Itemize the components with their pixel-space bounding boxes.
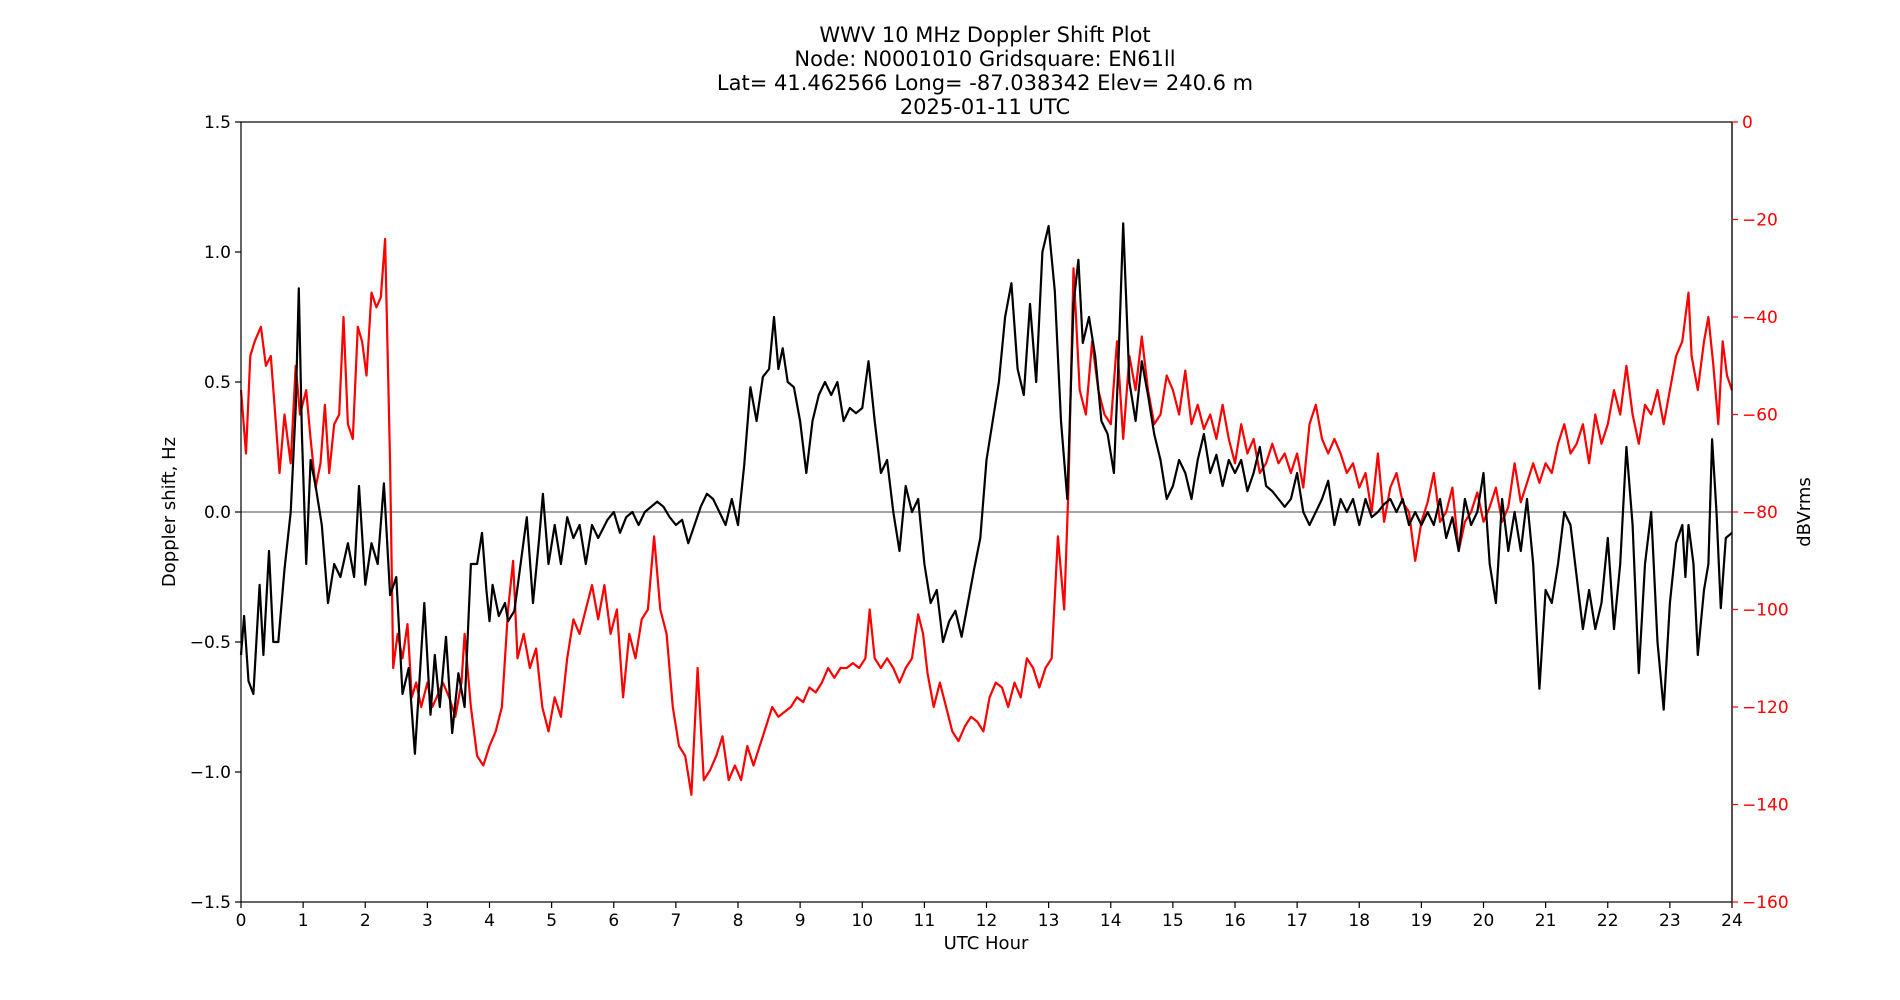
signal-power-series-line [239, 237, 1734, 796]
y-left-tick-label: −0.5 [190, 633, 231, 653]
series-group [239, 222, 1734, 796]
y-axis-left: 1.5 1.0 0.5 0.0 −0.5 −1.0 −1.5 [190, 113, 241, 913]
x-tick-label: 17 [1286, 911, 1308, 931]
title-line-4: 2025-01-11 UTC [900, 95, 1070, 119]
x-tick-label: 18 [1348, 911, 1370, 931]
y-left-tick-label: 1.0 [204, 243, 231, 263]
x-tick-label: 0 [236, 911, 247, 931]
x-tick-label: 16 [1224, 911, 1246, 931]
y-right-tick-label: −20 [1742, 211, 1778, 231]
title-line-2: Node: N0001010 Gridsquare: EN61ll [794, 47, 1175, 71]
y-left-tick-label: −1.0 [190, 763, 231, 783]
x-tick-label: 4 [484, 911, 495, 931]
y-axis-right: 0 −20 −40 −60 −80 −100 −120 −140 −160 [1732, 113, 1789, 913]
x-tick-label: 12 [976, 911, 998, 931]
y-left-tick-label: 0.5 [204, 373, 231, 393]
x-tick-label: 15 [1162, 911, 1184, 931]
x-tick-label: 14 [1100, 911, 1122, 931]
y-right-tick-label: −80 [1742, 503, 1778, 523]
x-tick-label: 22 [1597, 911, 1619, 931]
y-right-tick-label: −160 [1742, 893, 1789, 913]
y-right-tick-label: −60 [1742, 406, 1778, 426]
y-left-tick-label: 1.5 [204, 113, 231, 133]
y-axis-right-label: dBVrms [1794, 477, 1815, 547]
x-axis: 0 1 2 3 4 5 6 7 8 9 10 11 12 13 14 15 16 17 18 19 20 21 22 23 24 [236, 902, 1743, 931]
x-tick-label: 1 [298, 911, 309, 931]
x-tick-label: 8 [733, 911, 744, 931]
x-tick-label: 10 [851, 911, 873, 931]
y-right-tick-label: −120 [1742, 698, 1789, 718]
title-line-3: Lat= 41.462566 Long= -87.038342 Elev= 24… [717, 71, 1253, 95]
x-tick-label: 2 [360, 911, 371, 931]
x-tick-label: 19 [1411, 911, 1433, 931]
x-tick-label: 6 [608, 911, 619, 931]
x-tick-label: 3 [422, 911, 433, 931]
x-tick-label: 21 [1535, 911, 1557, 931]
y-left-tick-label: 0.0 [204, 503, 231, 523]
x-tick-label: 24 [1721, 911, 1743, 931]
doppler-shift-series-line [239, 222, 1733, 755]
x-tick-label: 23 [1659, 911, 1681, 931]
chart-title: WWV 10 MHz Doppler Shift Plot Node: N000… [717, 23, 1253, 119]
x-axis-label: UTC Hour [944, 933, 1029, 954]
x-tick-label: 13 [1038, 911, 1060, 931]
y-right-tick-label: −100 [1742, 601, 1789, 621]
x-tick-label: 20 [1473, 911, 1495, 931]
y-axis-left-label: Doppler shift, Hz [159, 437, 180, 587]
x-tick-label: 7 [670, 911, 681, 931]
title-line-1: WWV 10 MHz Doppler Shift Plot [819, 23, 1150, 47]
y-right-tick-label: −140 [1742, 796, 1789, 816]
x-tick-label: 11 [914, 911, 936, 931]
y-right-tick-label: 0 [1742, 113, 1753, 133]
x-tick-label: 9 [795, 911, 806, 931]
x-tick-label: 5 [546, 911, 557, 931]
y-right-tick-label: −40 [1742, 308, 1778, 328]
y-left-tick-label: −1.5 [190, 893, 231, 913]
